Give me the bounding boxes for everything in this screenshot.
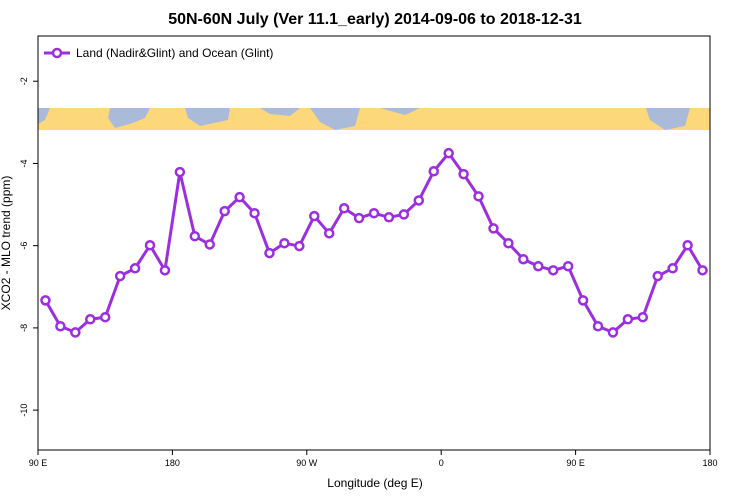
point (622, 314, 634, 325)
point (99, 311, 111, 323)
point (55, 321, 66, 332)
point (338, 203, 350, 214)
point (667, 263, 678, 274)
y-axis-label: XCO2 - MLO trend (ppm) (0, 176, 13, 311)
y-tick-label: -4 (19, 159, 29, 167)
point (219, 205, 230, 217)
x-tick-label: 90 W (296, 458, 318, 468)
plot-frame (37, 35, 711, 451)
point (204, 239, 215, 250)
point (443, 147, 454, 159)
chart-title: 50N-60N July (Ver 11.1_early) 2014-09-06… (168, 11, 582, 28)
legend-label: Land (Nadir&Glint) and Ocean (Glint) (76, 46, 273, 60)
point (503, 237, 514, 249)
legend: Land (Nadir&Glint) and Ocean (Glint) (44, 46, 273, 60)
point (114, 270, 126, 282)
point (383, 212, 395, 223)
point (592, 321, 604, 332)
map-strip (38, 108, 710, 130)
x-tick-label: 0 (439, 458, 444, 468)
point (547, 265, 559, 276)
point (309, 210, 320, 222)
series-line (44, 151, 704, 334)
point (264, 247, 275, 259)
point (562, 260, 574, 272)
point (488, 223, 499, 234)
y-tick-label: -10 (19, 404, 29, 417)
point (473, 191, 484, 202)
point (70, 327, 81, 338)
legend-marker (51, 47, 63, 59)
y-tick-label: -2 (19, 77, 29, 85)
point (159, 265, 171, 276)
point (174, 166, 186, 178)
point (518, 253, 529, 265)
point (353, 212, 365, 224)
x-tick-label: 180 (702, 458, 717, 468)
x-tick-label: 90 E (29, 458, 48, 468)
point (458, 168, 469, 180)
point (189, 230, 201, 242)
x-tick-label: 90 E (566, 458, 585, 468)
point (249, 207, 260, 219)
point (428, 166, 439, 177)
x-tick-label: 180 (165, 458, 180, 468)
y-tick-label: -8 (19, 324, 29, 332)
point (129, 263, 141, 274)
point (234, 191, 245, 203)
point (652, 270, 663, 282)
point (294, 240, 305, 252)
point (413, 195, 425, 206)
point (323, 228, 335, 239)
point (682, 240, 693, 251)
y-tick-label: -6 (19, 242, 29, 250)
point (398, 209, 410, 220)
x-axis-label: Longitude (deg E) (327, 476, 422, 490)
point (607, 327, 619, 338)
point (637, 311, 649, 323)
point (368, 207, 380, 219)
point (40, 295, 51, 306)
point (85, 314, 96, 325)
point (533, 260, 544, 272)
point (279, 237, 290, 249)
point (577, 295, 589, 306)
point (697, 265, 708, 276)
point (144, 240, 156, 251)
